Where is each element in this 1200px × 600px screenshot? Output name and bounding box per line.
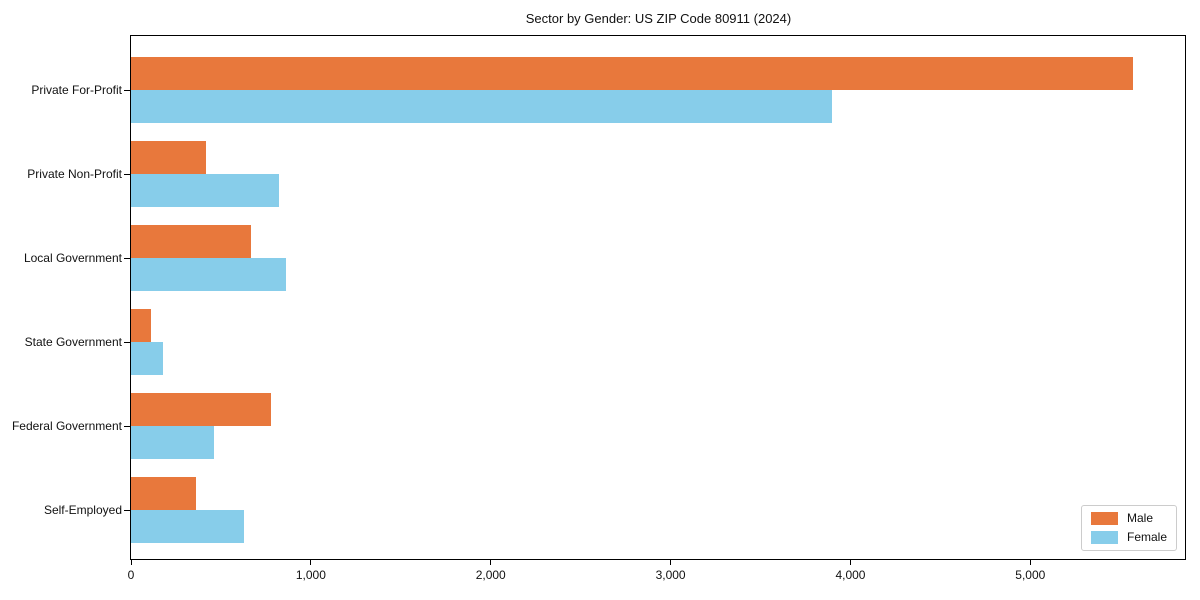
plot-area: Male Female Private For-Profit Private Non…: [12, 35, 1186, 582]
x-tick-0: [130, 560, 132, 565]
y-tick-2: [124, 257, 130, 259]
y-tick-5: [124, 509, 130, 511]
legend-swatch-female: [1090, 531, 1118, 544]
y-tick-label-4: Federal Government: [11, 418, 122, 433]
y-tick-3: [124, 341, 130, 343]
bar-male-0: [131, 57, 1133, 90]
y-tick-label-3: State Government: [24, 334, 122, 349]
bar-male-2: [131, 225, 251, 258]
x-tick-label-3: 3,000: [655, 568, 686, 582]
legend-swatch-male: [1090, 512, 1118, 525]
bar-female-2: [131, 258, 286, 291]
bar-female-0: [131, 90, 833, 123]
x-tick-label-1: 1,000: [295, 568, 326, 582]
legend-label-male: Male: [1126, 511, 1153, 525]
x-tick-label-0: 0: [127, 568, 135, 582]
bar-female-1: [131, 174, 280, 207]
x-tick-label-2: 2,000: [475, 568, 506, 582]
y-tick-1: [124, 173, 130, 175]
bar-female-4: [131, 426, 214, 459]
x-tick-3: [670, 560, 672, 565]
x-tick-5: [1029, 560, 1031, 565]
y-tick-0: [124, 89, 130, 91]
bar-male-3: [131, 309, 151, 342]
x-tick-label-5: 5,000: [1015, 568, 1046, 582]
legend-item-male: Male: [1090, 511, 1167, 525]
x-tick-label-4: 4,000: [835, 568, 866, 582]
x-tick-2: [490, 560, 492, 565]
bar-female-5: [131, 510, 245, 543]
y-tick-label-2: Local Government: [23, 250, 122, 265]
bar-male-1: [131, 141, 206, 174]
legend: Male Female: [1080, 505, 1177, 551]
x-tick-1: [310, 560, 312, 565]
bar-male-4: [131, 393, 272, 426]
legend-label-female: Female: [1126, 530, 1167, 544]
legend-item-female: Female: [1090, 530, 1167, 544]
y-tick-4: [124, 425, 130, 427]
y-tick-label-0: Private For-Profit: [31, 82, 122, 97]
x-tick-4: [849, 560, 851, 565]
chart-title: Sector by Gender: US ZIP Code 80911 (202…: [525, 11, 792, 26]
bar-female-3: [131, 342, 164, 375]
y-tick-label-5: Self-Employed: [43, 502, 122, 517]
bar-male-5: [131, 477, 196, 510]
y-tick-label-1: Private Non-Profit: [27, 166, 122, 181]
